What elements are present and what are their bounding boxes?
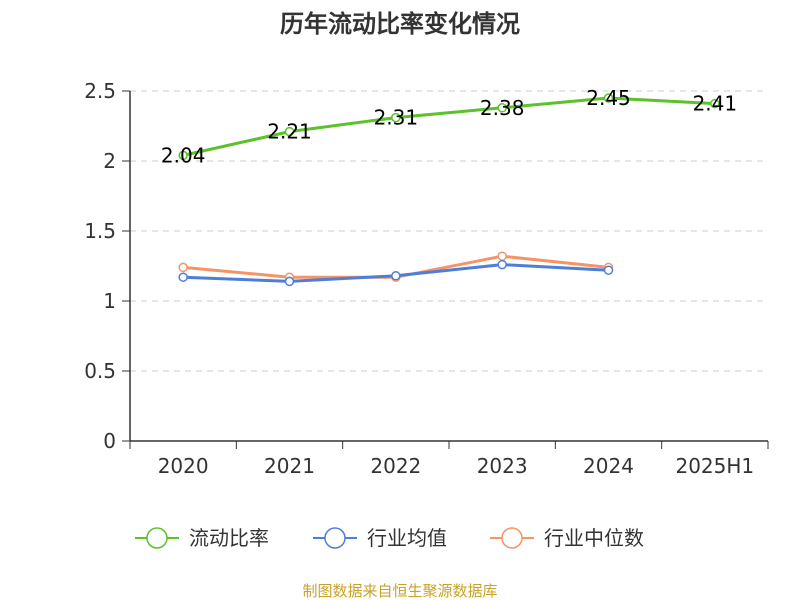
y-tick-label: 2 [103,149,116,173]
x-tick-label: 2022 [370,454,421,478]
legend-item-1[interactable]: 行业均值 [313,526,447,550]
y-tick-label: 1 [103,289,116,313]
x-tick-label: 2020 [158,454,209,478]
legend-label: 行业中位数 [544,526,644,550]
legend[interactable]: 流动比率 行业均值 行业中位数 [135,526,644,550]
grid-lines [130,90,768,372]
series-point-1 [603,265,614,275]
y-tick-label: 2.5 [84,79,116,103]
legend-item-0[interactable]: 流动比率 [135,526,269,550]
series-point-0 [178,150,188,161]
series-point-2 [178,262,188,273]
x-tick-label: 2023 [477,454,528,478]
series-layer [178,93,720,287]
y-tick-label: 0.5 [84,359,116,383]
series-line-0 [181,96,717,157]
legend-swatch-marker [501,527,523,549]
series-point-0 [710,98,720,109]
x-tick-label: 2025H1 [675,454,754,478]
legend-item-2[interactable]: 行业中位数 [490,526,644,550]
series-point-2 [497,251,507,261]
y-tick-label: 0 [103,429,116,453]
series-point-1 [284,276,295,287]
data-label: 2.31 [374,106,419,130]
legend-label: 行业均值 [367,526,447,550]
x-tick-label: 2021 [264,454,315,478]
legend-swatch-marker [146,527,168,549]
series-point-1 [497,259,507,270]
data-label: 2.38 [480,96,525,120]
series-point-1 [391,271,401,281]
series-point-1 [178,272,188,282]
data-label: 2.21 [267,120,312,144]
chart-title: 历年流动比率变化情况 [280,10,520,38]
axes: 0 0.5 1 1.5 2 2.5 2020 2021 2022 2023 2024 2025H1 [84,79,769,478]
x-tick-label: 2024 [583,454,634,478]
legend-label: 流动比率 [189,526,269,550]
legend-swatch-marker [324,527,346,549]
series-point-0 [391,112,401,123]
data-labels: 2.04 2.21 2.31 2.38 2.45 2.41 [161,86,737,167]
data-label: 2.45 [586,86,631,110]
data-label: 2.04 [161,143,206,167]
series-point-0 [284,126,295,137]
source-note: 制图数据来自恒生聚源数据库 [302,582,497,600]
series-point-0 [603,93,614,103]
series-point-0 [497,103,507,113]
y-tick-label: 1.5 [84,219,116,243]
data-label: 2.41 [693,92,738,116]
